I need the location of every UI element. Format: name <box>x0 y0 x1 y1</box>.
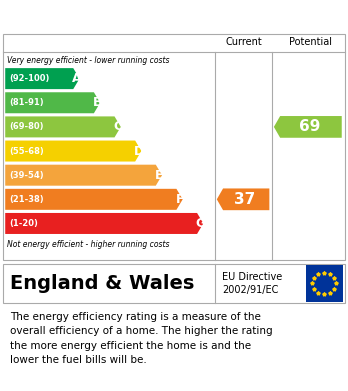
Text: Potential: Potential <box>288 37 332 47</box>
Text: 37: 37 <box>234 192 255 207</box>
Text: F: F <box>176 193 184 206</box>
Polygon shape <box>5 165 162 186</box>
Text: Current: Current <box>225 37 262 47</box>
Text: (39-54): (39-54) <box>9 171 44 180</box>
Text: D: D <box>134 145 144 158</box>
Text: G: G <box>196 217 206 230</box>
Polygon shape <box>217 188 269 210</box>
Text: Energy Efficiency Rating: Energy Efficiency Rating <box>10 9 220 23</box>
Bar <box>306 265 343 301</box>
Text: Not energy efficient - higher running costs: Not energy efficient - higher running co… <box>7 240 169 249</box>
Polygon shape <box>5 140 141 161</box>
Polygon shape <box>5 117 121 137</box>
Polygon shape <box>5 213 203 234</box>
Polygon shape <box>5 92 100 113</box>
Text: Very energy efficient - lower running costs: Very energy efficient - lower running co… <box>7 56 169 65</box>
Polygon shape <box>5 68 79 89</box>
Text: (69-80): (69-80) <box>9 122 44 131</box>
Text: England & Wales: England & Wales <box>10 274 195 293</box>
Text: 2002/91/EC: 2002/91/EC <box>222 285 278 295</box>
Text: C: C <box>114 120 123 133</box>
Text: The energy efficiency rating is a measure of the
overall efficiency of a home. T: The energy efficiency rating is a measur… <box>10 312 273 365</box>
Text: (1-20): (1-20) <box>9 219 38 228</box>
Text: (55-68): (55-68) <box>9 147 44 156</box>
Text: EU Directive: EU Directive <box>222 272 282 282</box>
Polygon shape <box>274 116 342 138</box>
Text: 69: 69 <box>299 119 321 135</box>
Text: A: A <box>72 72 82 85</box>
Text: (21-38): (21-38) <box>9 195 44 204</box>
Text: E: E <box>155 169 164 182</box>
Polygon shape <box>5 189 183 210</box>
Text: (81-91): (81-91) <box>9 98 44 107</box>
Text: B: B <box>93 96 102 109</box>
Text: (92-100): (92-100) <box>9 74 50 83</box>
